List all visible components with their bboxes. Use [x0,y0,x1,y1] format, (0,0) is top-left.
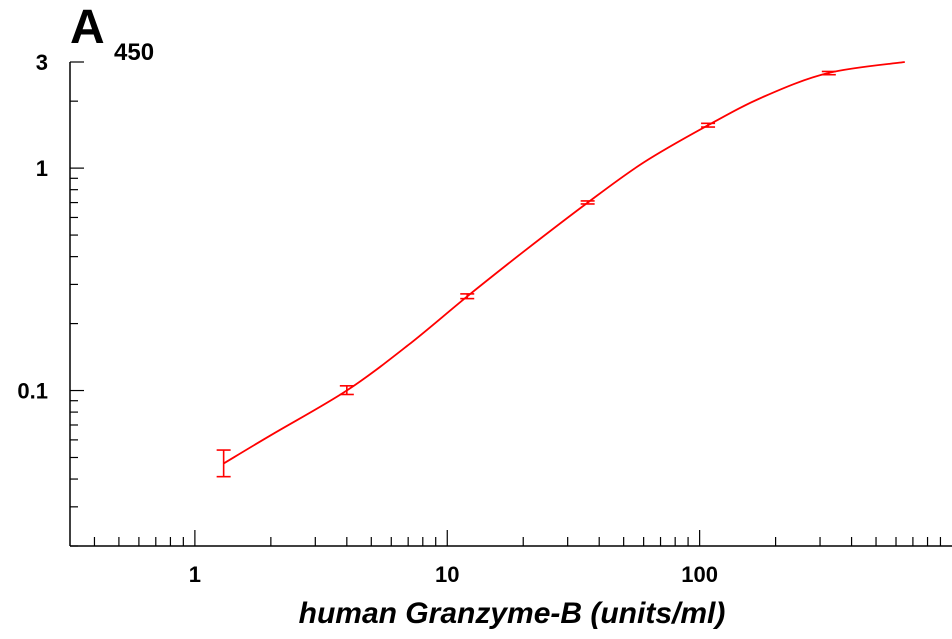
data-point-error-bar [339,385,354,396]
y-axis-label: A 450 [70,1,154,66]
data-point-error-bar [580,200,595,205]
y-axis-ticks [70,61,84,547]
data-point-error-bar [216,449,231,478]
x-axis-ticks [93,530,942,546]
x-tick-label: 10 [435,562,459,587]
data-point-error-bar [821,70,836,76]
x-axis-tick-labels: 1 10 100 [189,562,718,587]
data-point-error-bar [701,122,716,128]
axes [69,62,952,547]
y-axis-label-main: A [70,1,105,54]
x-tick-label: 1 [189,562,201,587]
y-tick-label: 0.1 [17,379,48,404]
fit-curve-line [223,61,905,465]
series-group [216,61,905,478]
y-axis-tick-labels: 0.1 1 3 [17,50,48,404]
y-axis-label-subscript: 450 [114,39,154,66]
y-tick-label: 3 [36,50,48,75]
y-tick-label: 1 [36,156,48,181]
x-tick-label: 100 [681,562,718,587]
data-point-error-bar [460,293,475,300]
x-axis-label: human Granzyme-B (units/ml) [299,597,726,630]
